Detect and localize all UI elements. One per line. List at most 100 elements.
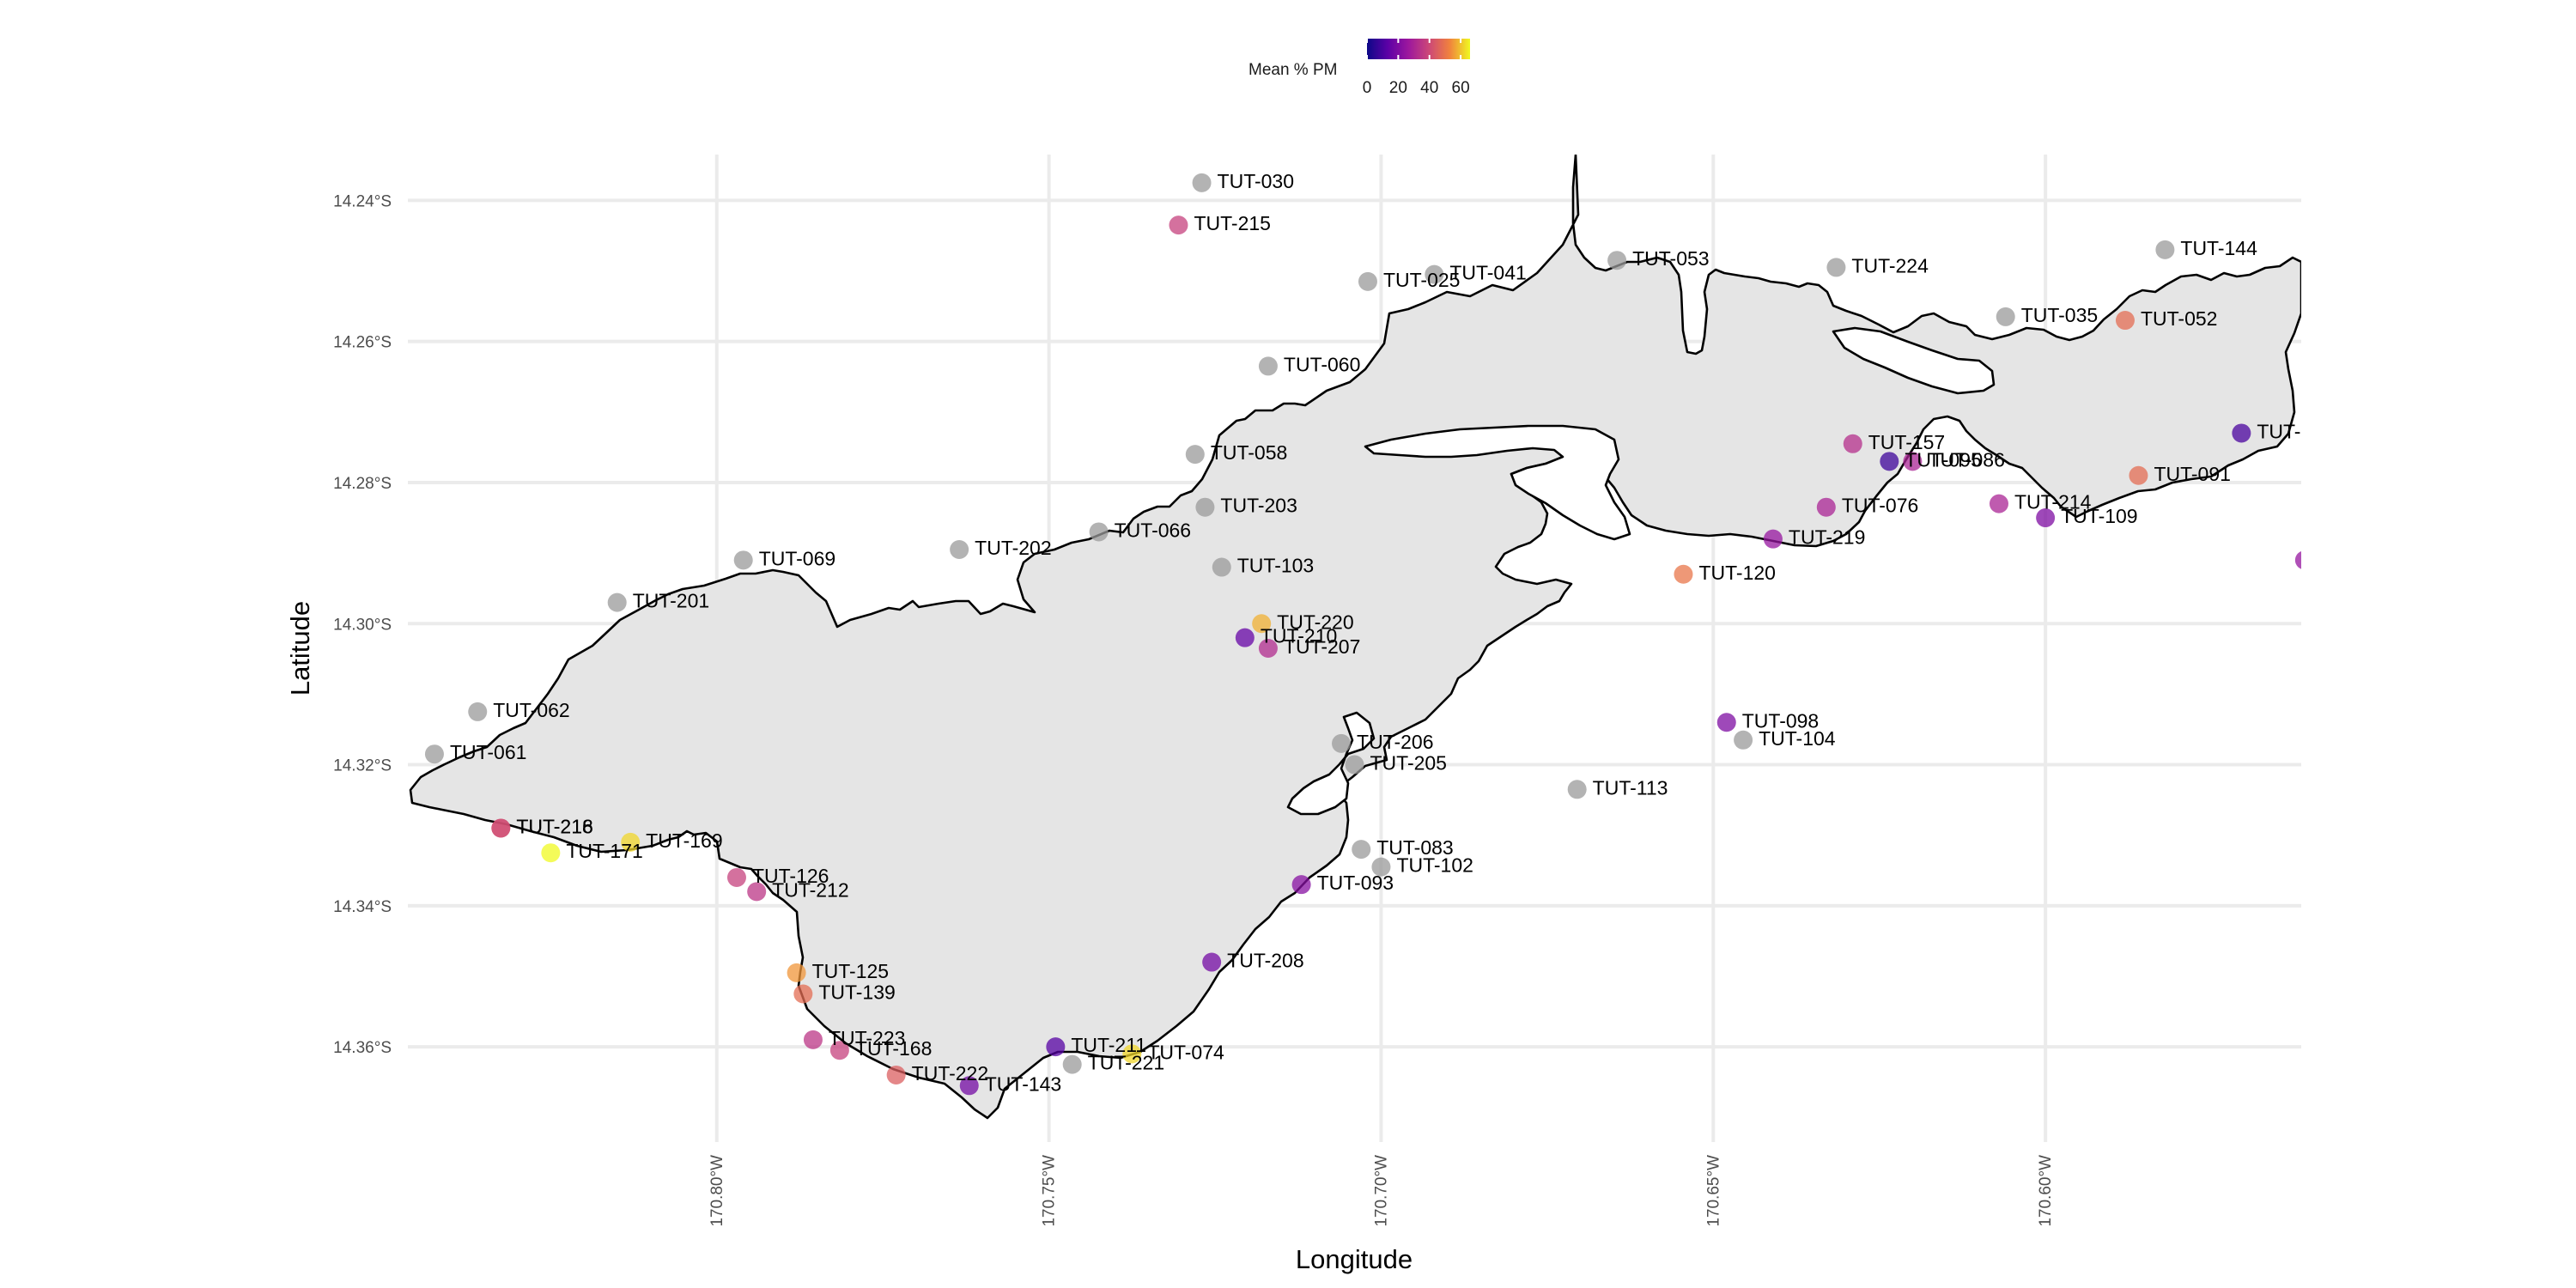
site-label: TUT-223 [829, 1027, 905, 1049]
y-tick-label: 14.34°S [333, 898, 392, 916]
site-point [1291, 875, 1311, 895]
site-label: TUT-168 [855, 1037, 932, 1060]
site-point [1235, 628, 1255, 647]
site-point [1332, 733, 1352, 753]
site-point [1880, 452, 1899, 471]
site-label: TUT-222 [912, 1062, 988, 1084]
site-point [886, 1065, 906, 1084]
site-label: TUT-205 [1370, 752, 1447, 775]
site-label: TUT-143 [985, 1072, 1061, 1095]
site-point [1195, 497, 1215, 517]
site-label: TUT-093 [1317, 872, 1394, 894]
site-label: TUT-208 [1227, 950, 1303, 972]
site-label: TUT-218 [516, 815, 592, 837]
legend-tick-label: 40 [1420, 79, 1438, 97]
site-point [1843, 434, 1862, 453]
y-tick-label: 14.36°S [333, 1039, 392, 1057]
site-point [2115, 311, 2135, 331]
site-label: TUT-214 [2014, 491, 2092, 513]
site-point [491, 818, 511, 838]
site-point [793, 984, 813, 1004]
site-point [1358, 271, 1377, 291]
site-label: TUT-139 [818, 981, 895, 1004]
site-label: TUT-104 [1759, 727, 1836, 750]
site-point [1185, 445, 1205, 465]
site-label: TUT-211 [1071, 1034, 1146, 1056]
site-point [787, 963, 806, 982]
site-point [1169, 216, 1188, 235]
site-label: TUT-102 [1396, 854, 1473, 877]
x-axis-title: Longitude [1296, 1244, 1413, 1274]
site-point [2129, 465, 2148, 485]
legend-tick-label: 60 [1452, 79, 1470, 97]
site-label: TUT-220 [1277, 611, 1353, 633]
site-label: TUT-171 [566, 840, 642, 862]
site-point [1816, 497, 1836, 517]
site-label: TUT-201 [633, 590, 709, 612]
site-point [2294, 551, 2301, 569]
pago-pago-harbor [1364, 424, 1631, 541]
site-point [607, 592, 627, 612]
site-point [1046, 1037, 1066, 1057]
site-point [1352, 840, 1371, 860]
legend: Mean % PM 0 20 40 60 [1249, 39, 1470, 97]
site-point [1062, 1054, 1082, 1074]
site-label: TUT-125 [812, 960, 889, 982]
site-label: TUT-069 [759, 547, 835, 569]
site-label: TUT-041 [1449, 262, 1526, 284]
site-point [1089, 522, 1109, 542]
site-point [621, 832, 641, 852]
site-label: TUT-074 [1147, 1041, 1224, 1063]
site-label: TUT-120 [1698, 562, 1775, 584]
y-tick-label: 14.28°S [333, 475, 392, 493]
site-point [2155, 240, 2175, 259]
site-label: TUT-035 [2021, 304, 2098, 326]
site-point [1674, 564, 1693, 584]
site-label: TUT-219 [1789, 526, 1865, 549]
y-tick-label: 14.32°S [333, 757, 392, 775]
site-point [950, 540, 969, 559]
site-label: TUT-216 [516, 815, 592, 837]
site-label: TUT-203 [1220, 495, 1297, 517]
site-label: TUT-224 [1851, 254, 1929, 276]
site-point [1826, 258, 1846, 277]
site-point [468, 702, 488, 721]
site-label: TUT-215 [1194, 212, 1270, 234]
site-label: TUT-053 [1632, 247, 1709, 270]
site-point [1258, 356, 1278, 376]
site-label: TUT-169 [646, 829, 722, 852]
site-label: TUT-103 [1237, 555, 1314, 577]
site-point [1252, 614, 1272, 634]
site-point [2232, 423, 2251, 443]
y-tick-label: 14.30°S [333, 616, 392, 634]
site-label: TUT-098 [1742, 709, 1819, 732]
site-point [1122, 1044, 1142, 1064]
y-tick-label: 14.24°S [333, 192, 392, 210]
site-label: TUT-126 [752, 865, 829, 887]
site-point [541, 843, 561, 863]
legend-colorbar [1367, 39, 1470, 59]
site-label: TUT-076 [1842, 495, 1918, 517]
site-point [1192, 173, 1212, 192]
site-point [1258, 639, 1278, 658]
site-point [1345, 755, 1364, 775]
site-point [1716, 713, 1736, 732]
site-label: TUT-091 [2154, 463, 2230, 485]
site-point [2036, 508, 2056, 528]
site-point [1425, 264, 1444, 284]
y-tick-label: 14.26°S [333, 334, 392, 352]
site-label: TUT- [2257, 420, 2300, 442]
y-axis-title: Latitude [285, 601, 315, 696]
site-label: TUT-210 [1261, 625, 1337, 647]
site-label: TUT-061 [450, 741, 526, 763]
x-tick-label: 170.60°W [2037, 1155, 2055, 1227]
site-label: TUT-058 [1211, 441, 1287, 464]
site-label: TUT-086 [1928, 448, 2004, 471]
site-point [733, 550, 753, 570]
island-east-bay [1832, 326, 1996, 395]
site-label: TUT-109 [2061, 505, 2137, 527]
x-tick-label: 170.65°W [1704, 1155, 1722, 1227]
site-point [726, 867, 746, 887]
site-label: TUT-207 [1284, 635, 1360, 658]
